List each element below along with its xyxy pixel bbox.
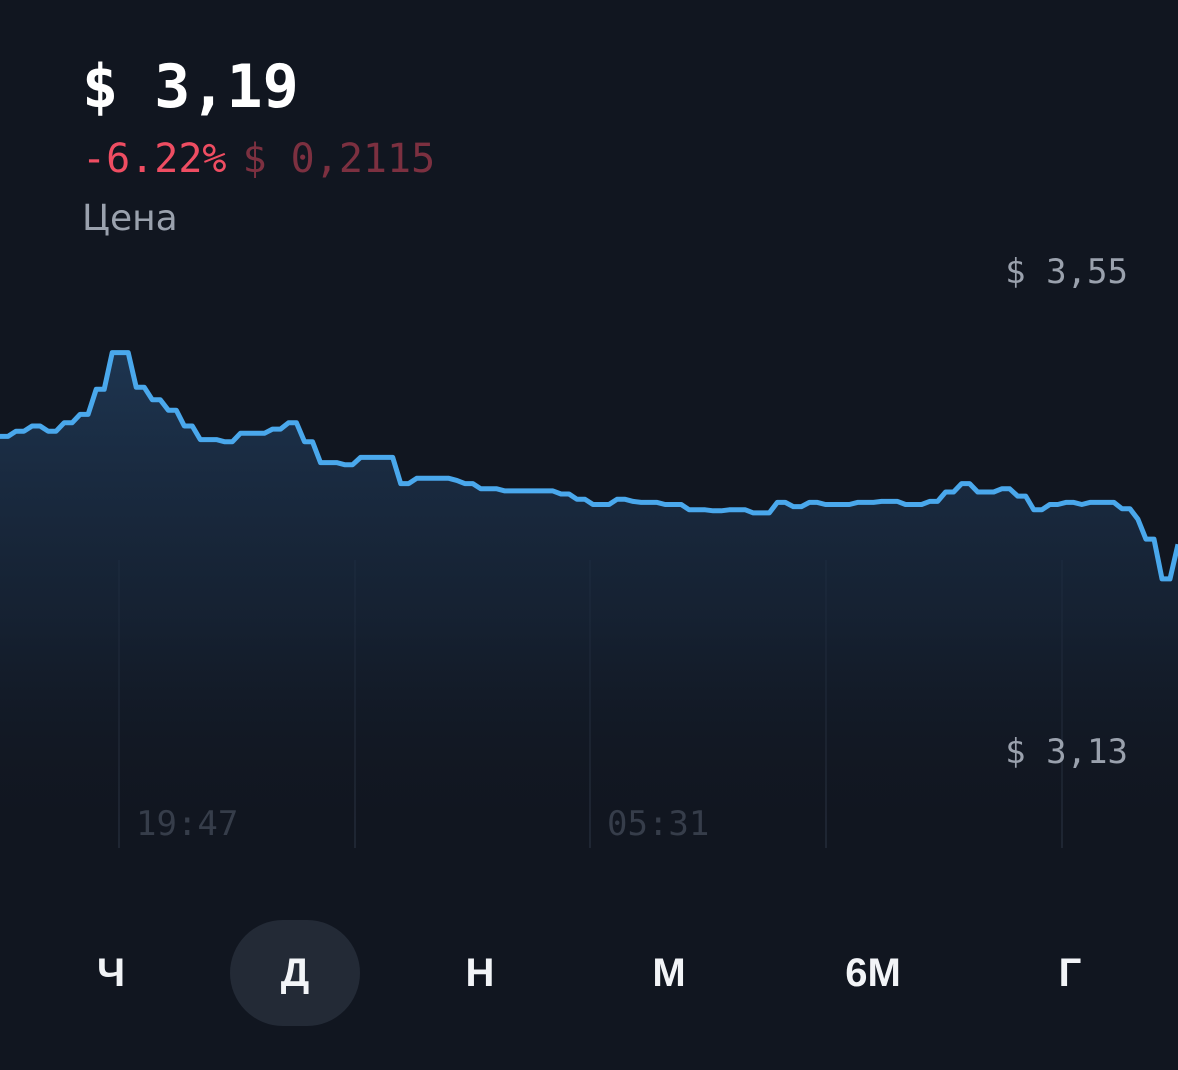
tab-hour[interactable]: Ч [96,950,126,995]
x-tick-label: 05:31 [607,804,710,844]
timeframe-selector: Ч Д Н М 6М Г [0,920,1178,1028]
tab-month[interactable]: М [652,950,686,995]
price-change: -6.22% $ 0,2115 [82,136,435,182]
price-chart[interactable] [0,0,1178,860]
y-axis-min-label: $ 3,13 [1005,732,1128,772]
tab-year[interactable]: Г [1058,950,1082,995]
change-absolute: $ 0,2115 [242,136,436,182]
tab-week[interactable]: Н [465,950,495,995]
tab-day[interactable]: Д [230,920,360,1026]
price-area-fill [0,352,1178,848]
y-axis-max-label: $ 3,55 [1005,252,1128,292]
x-tick-label: 19:47 [136,804,239,844]
tab-six-months[interactable]: 6М [845,950,901,995]
current-price: $ 3,19 [82,52,299,122]
price-label: Цена [82,198,178,239]
change-percent: -6.22% [82,136,227,182]
price-series-line [0,350,1178,582]
